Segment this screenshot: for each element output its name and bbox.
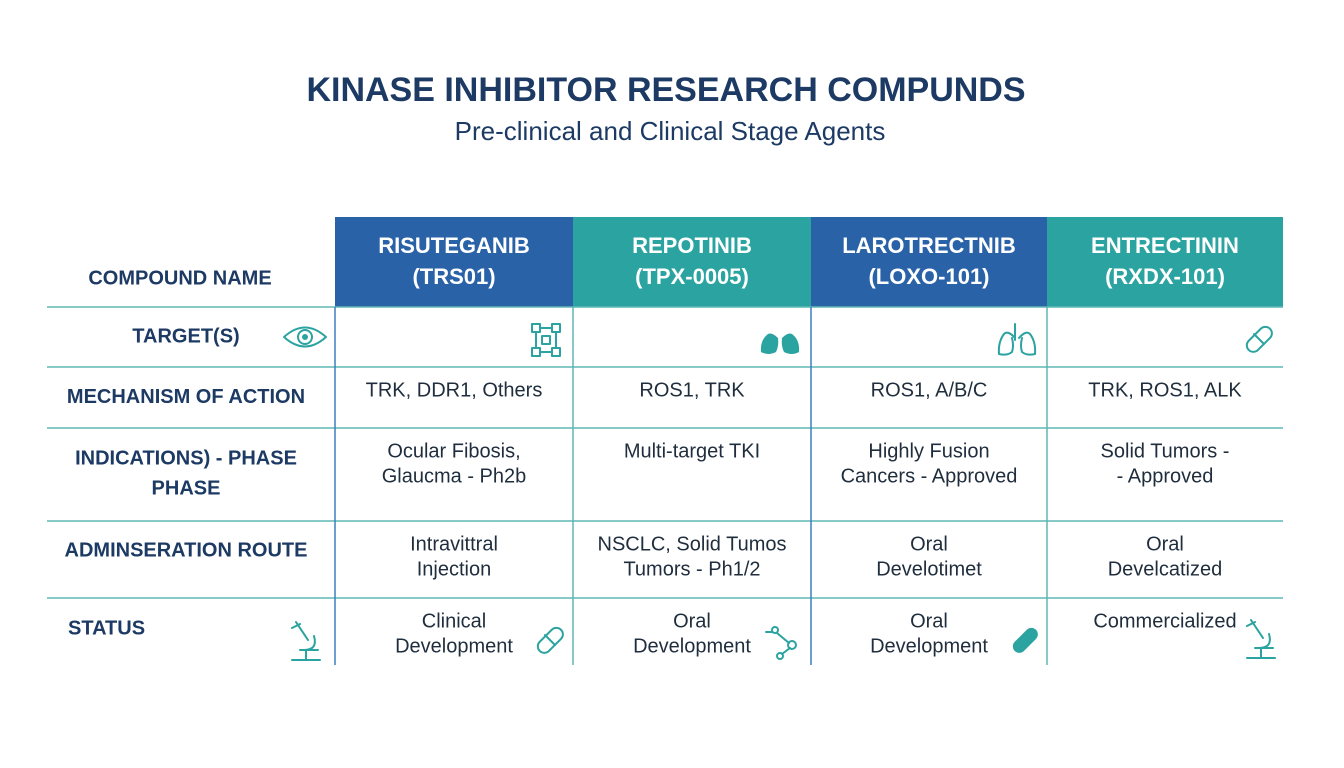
compound-name: (TRS01) xyxy=(412,264,495,289)
cell-text: Development xyxy=(870,635,988,657)
cell-text: Development xyxy=(633,635,751,657)
cell-text: ROS1, TRK xyxy=(639,379,745,401)
cell-text: Oral xyxy=(910,533,948,555)
compound-name: ENTRECTININ xyxy=(1091,233,1239,258)
compound-name: (TPX-0005) xyxy=(635,264,749,289)
table: RISUTEGANIB (TRS01) REPOTINIB (TPX-0005) LAR… xyxy=(65,233,1243,657)
cell-text: Multi-target TKI xyxy=(624,440,760,462)
row-label: MECHANISM OF ACTION xyxy=(67,386,305,408)
cell-text: Development xyxy=(395,635,513,657)
icons xyxy=(283,323,1276,661)
capsule-filled-icon xyxy=(1012,627,1038,653)
title: KINASE INHIBITOR RESEARCH COMPUNDS xyxy=(306,71,1025,109)
header-cell xyxy=(335,217,573,307)
cell-text: - Approved xyxy=(1117,465,1214,487)
capsule-icon xyxy=(536,626,564,654)
cell-text: TRK, DDR1, Others xyxy=(366,379,543,401)
row-label: TARGET(S) xyxy=(132,325,239,347)
header-cell xyxy=(811,217,1047,307)
cell-text: Injection xyxy=(417,558,492,580)
capsule-icon xyxy=(1245,325,1273,353)
cell-text: Develcatized xyxy=(1108,558,1223,580)
molecule-icon xyxy=(765,626,797,660)
row-label: ADMINSERATION ROUTE xyxy=(65,539,308,561)
cell-text: Intravittral xyxy=(410,533,498,555)
microscope-icon xyxy=(1246,619,1276,659)
compound-name: LAROTRECTNIB xyxy=(842,233,1016,258)
cell-text: Develotimet xyxy=(876,558,982,580)
lungs-icon xyxy=(760,326,800,354)
cell-text: Glaucma - Ph2b xyxy=(382,465,527,487)
row-label: PHASE xyxy=(152,477,221,499)
table-grid xyxy=(47,217,1283,665)
compound-name: RISUTEGANIB xyxy=(378,233,530,258)
lungs-outline-icon xyxy=(997,323,1037,356)
eye-icon xyxy=(283,326,327,348)
header-cell xyxy=(1047,217,1283,307)
cell-text: Highly Fusion xyxy=(868,440,989,462)
subtitle: Pre-clinical and Clinical Stage Agents xyxy=(455,116,886,146)
cell-text: NSCLC, Solid Tumos xyxy=(598,533,787,555)
microscope-icon xyxy=(291,621,321,661)
row-label: INDICATIONS) - PHASE xyxy=(75,447,297,469)
compound-name: REPOTINIB xyxy=(632,233,752,258)
cell-text: Solid Tumors - xyxy=(1101,440,1230,462)
compound-name: (LOXO-101) xyxy=(868,264,989,289)
cell-text: Commercialized xyxy=(1093,610,1236,632)
cell-text: ROS1, A/B/C xyxy=(871,379,988,401)
cell-text: Ocular Fibosis, xyxy=(387,440,520,462)
header-cell xyxy=(573,217,811,307)
compound-name: (RXDX-101) xyxy=(1105,264,1225,289)
cell-text: Tumors - Ph1/2 xyxy=(623,558,760,580)
cell-text: Oral xyxy=(1146,533,1184,555)
corner-label: COMPOUND NAME xyxy=(88,267,271,289)
network-icon xyxy=(531,323,561,357)
cell-text: Oral xyxy=(673,610,711,632)
cell-text: Cancers - Approved xyxy=(841,465,1018,487)
row-label: STATUS xyxy=(68,617,145,639)
cell-text: Clinical xyxy=(422,610,486,632)
cell-text: TRK, ROS1, ALK xyxy=(1088,379,1242,401)
cell-text: Oral xyxy=(910,610,948,632)
